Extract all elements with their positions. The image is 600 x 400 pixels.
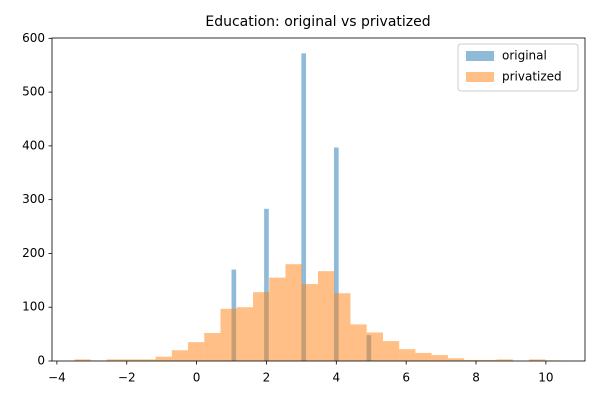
bar [529, 359, 546, 361]
y-tick-label: 500 [22, 85, 45, 99]
bar [123, 359, 140, 361]
bar [399, 349, 416, 361]
legend-label: original [502, 49, 547, 63]
x-tick-label: 6 [402, 371, 410, 385]
bar [464, 359, 481, 361]
legend-label: privatized [502, 70, 562, 84]
bar [447, 358, 465, 361]
bar [171, 350, 189, 361]
bar [264, 208, 269, 361]
chart-title: Education: original vs privatized [205, 14, 430, 30]
x-tick-label: 0 [193, 371, 201, 385]
bar [301, 284, 318, 361]
bar [382, 341, 400, 361]
x-tick-label: 2 [263, 371, 271, 385]
bar [480, 359, 497, 361]
bar [333, 147, 339, 361]
x-tick-label: 10 [538, 371, 553, 385]
x-tick-label: 4 [332, 371, 340, 385]
bar [188, 342, 205, 361]
bar [350, 324, 367, 361]
y-tick-label: 100 [22, 300, 45, 314]
y-tick-label: 600 [22, 31, 45, 45]
y-tick-label: 400 [22, 138, 45, 152]
bar [334, 293, 351, 361]
bar [431, 355, 448, 361]
bar [204, 333, 221, 361]
bar [301, 53, 307, 361]
bar [317, 271, 335, 361]
bar [366, 332, 383, 361]
legend-swatch [466, 72, 494, 82]
bar [236, 307, 254, 361]
y-tick-label: 0 [37, 354, 45, 368]
bar [269, 277, 286, 361]
x-tick-label: −4 [48, 371, 66, 385]
bar [285, 264, 302, 361]
x-tick-label: −2 [118, 371, 136, 385]
bar [139, 359, 156, 361]
y-tick-label: 200 [22, 246, 45, 260]
bar [155, 356, 172, 361]
bar [106, 359, 124, 361]
bar [415, 352, 432, 361]
bar [496, 359, 513, 361]
x-tick-label: 8 [472, 371, 480, 385]
y-tick-label: 300 [22, 192, 45, 206]
bar [220, 308, 237, 361]
legend-swatch [466, 51, 494, 61]
bar [253, 292, 270, 361]
bar [74, 359, 91, 361]
